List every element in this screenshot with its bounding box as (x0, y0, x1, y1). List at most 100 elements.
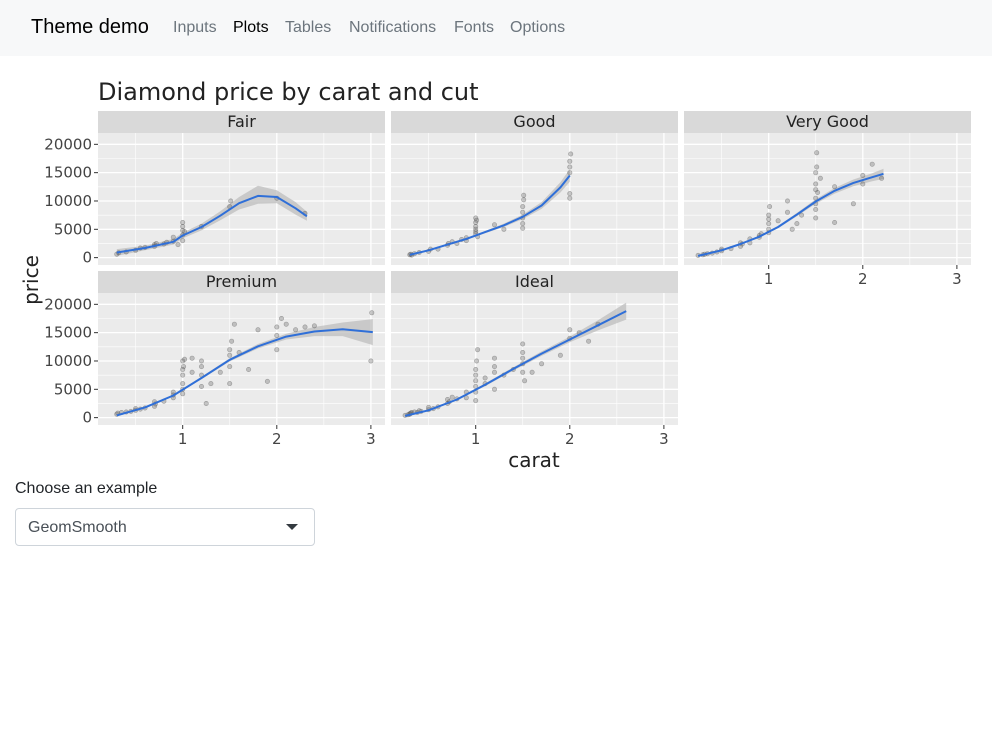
data-point (473, 378, 479, 384)
data-point (521, 192, 527, 198)
x-tick-label: 2 (858, 270, 868, 288)
smooth-line (116, 194, 308, 254)
facet-good: Good (391, 111, 678, 265)
y-tick-label: 5000 (54, 380, 92, 398)
x-tick-label: 2 (565, 430, 575, 448)
example-select[interactable]: GeomSmooth (15, 508, 315, 546)
nav-item-plots[interactable]: Plots (233, 19, 269, 36)
data-point (231, 321, 237, 327)
y-tick-label: 15000 (44, 164, 92, 182)
data-point (501, 226, 507, 232)
data-point (180, 381, 186, 387)
data-point (521, 197, 527, 203)
data-point (814, 164, 820, 170)
data-point (474, 217, 480, 223)
y-tick-label: 20000 (44, 135, 92, 153)
facet-strip (98, 111, 385, 133)
facet-label: Premium (206, 272, 277, 291)
data-point (520, 355, 526, 361)
facet-strip (391, 271, 678, 293)
data-point (813, 215, 819, 221)
data-point (767, 204, 773, 210)
data-point (766, 216, 772, 222)
x-tick-label: 1 (178, 430, 188, 448)
data-point (199, 364, 205, 370)
data-point (180, 238, 186, 244)
data-point (850, 201, 856, 207)
data-point (229, 338, 235, 344)
data-point (227, 364, 233, 370)
data-point (520, 341, 526, 347)
y-tick-label: 0 (82, 249, 92, 267)
data-point (832, 220, 838, 226)
y-tick-label: 10000 (44, 352, 92, 370)
data-point (278, 316, 284, 322)
data-point (208, 381, 214, 387)
data-point (815, 190, 821, 196)
data-point (180, 220, 186, 226)
y-axis-label: price (19, 255, 43, 305)
data-point (473, 215, 479, 221)
x-axis-label: carat (508, 448, 560, 472)
data-point (568, 151, 574, 157)
x-tick-label: 2 (272, 430, 282, 448)
data-point (473, 372, 479, 378)
data-point (473, 226, 479, 232)
data-point (227, 352, 233, 358)
data-point (264, 378, 270, 384)
facet-very-good: Very Good 1 2 3 (684, 111, 971, 288)
data-point (180, 391, 186, 397)
data-point (520, 225, 526, 231)
nav-item-options[interactable]: Options (510, 19, 566, 36)
data-point (813, 170, 819, 176)
data-point (567, 327, 573, 333)
data-point (228, 198, 234, 204)
data-point (199, 383, 205, 389)
data-point (520, 369, 526, 375)
data-point (522, 378, 528, 384)
data-point (180, 366, 186, 372)
navbar: Theme demo Inputs Plots Tables Notificat… (0, 0, 992, 56)
data-point (473, 398, 479, 404)
data-point (832, 184, 838, 190)
plot-title: Diamond price by carat and cut (98, 78, 479, 106)
data-point (567, 195, 573, 201)
data-point (255, 327, 261, 333)
data-point (557, 352, 563, 358)
data-point (311, 323, 317, 329)
data-point (567, 191, 573, 197)
data-point (567, 158, 573, 164)
data-point (369, 310, 375, 316)
nav-item-fonts[interactable]: Fonts (454, 19, 495, 36)
smooth-line (697, 172, 884, 257)
facet-panel (98, 293, 385, 425)
data-point (586, 338, 592, 344)
y-tick-label: 5000 (54, 220, 92, 238)
nav-item-inputs[interactable]: Inputs (173, 19, 217, 36)
nav-item-tables[interactable]: Tables (285, 19, 332, 36)
data-point (784, 209, 790, 215)
data-point (784, 198, 790, 204)
smooth-line (409, 174, 571, 256)
facet-premium: Premium 0 5000 10000 15000 20000 1 2 3 (44, 271, 385, 448)
data-point (814, 150, 820, 156)
data-point (180, 227, 186, 233)
data-point (189, 369, 195, 375)
data-point (539, 361, 545, 367)
facet-strip (684, 111, 971, 133)
facet-ideal: Ideal 1 2 3 (391, 271, 678, 448)
data-point (217, 369, 223, 375)
facet-label: Fair (227, 112, 256, 131)
data-point (475, 347, 481, 353)
nav-item-notifications[interactable]: Notifications (349, 19, 437, 36)
data-point (789, 226, 795, 232)
facet-fair: Fair 0 5000 10000 15000 20000 (44, 111, 385, 267)
data-point (199, 358, 205, 364)
data-point (189, 355, 195, 361)
data-point (813, 207, 819, 213)
data-point (766, 221, 772, 227)
data-point (274, 332, 280, 338)
y-tick-label: 0 (82, 409, 92, 427)
navbar-brand[interactable]: Theme demo (31, 16, 149, 38)
data-point (293, 327, 299, 333)
